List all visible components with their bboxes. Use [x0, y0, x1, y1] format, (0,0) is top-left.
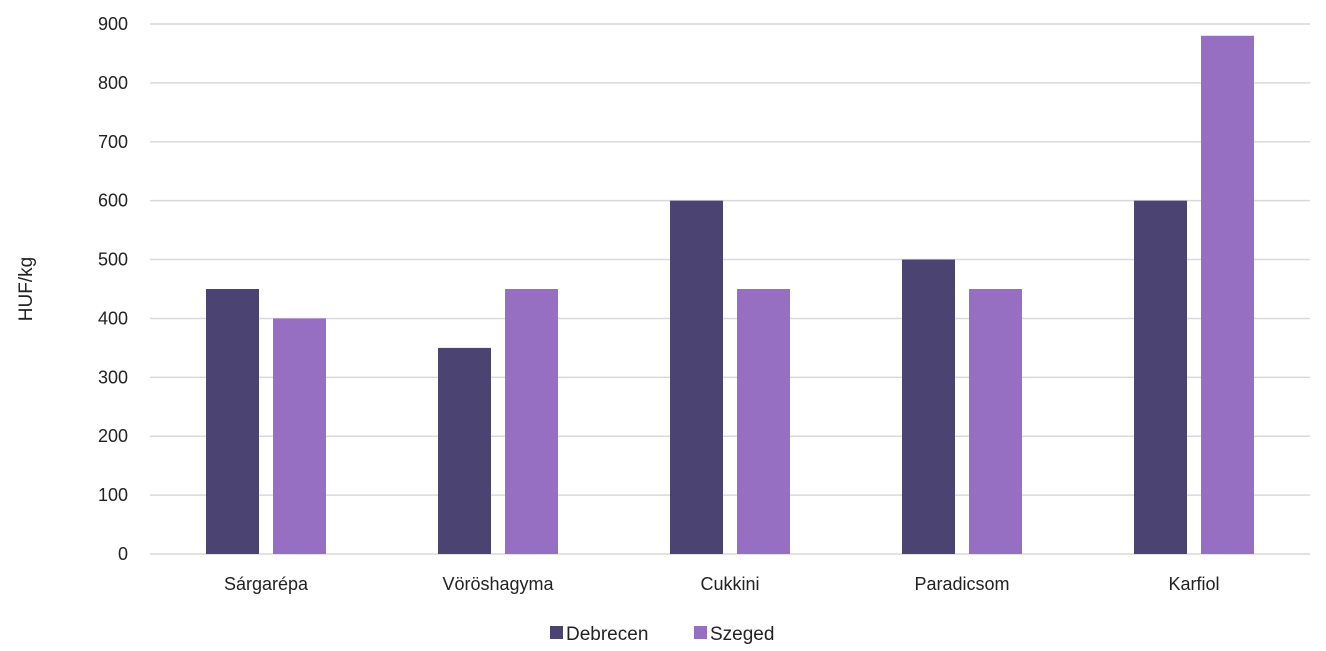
x-axis-ticks: Sárgarépa Vöröshagyma Cukkini Paradicsom Kar…: [224, 574, 1220, 594]
y-tick-label: 800: [98, 73, 128, 93]
legend: Debrecen Szeged: [550, 624, 774, 645]
legend-swatch-szeged: [694, 626, 707, 639]
bar-szeged-3: [969, 289, 1022, 554]
y-tick-label: 100: [98, 485, 128, 505]
bar-debrecen-3: [902, 259, 955, 554]
bar-szeged-4: [1201, 35, 1254, 555]
y-tick-label: 0: [118, 544, 128, 564]
gridlines: [150, 23, 1310, 555]
bars: [206, 35, 1254, 555]
legend-label-debrecen: Debrecen: [566, 624, 648, 645]
bar-debrecen-0: [206, 289, 259, 554]
x-tick-label: Vöröshagyma: [442, 574, 554, 594]
y-axis-title: HUF/kg: [16, 257, 37, 321]
bar-szeged-0: [273, 318, 326, 554]
legend-swatch-debrecen: [550, 626, 563, 639]
bar-debrecen-1: [438, 347, 491, 554]
y-tick-label: 700: [98, 132, 128, 152]
legend-label-szeged: Szeged: [710, 624, 774, 645]
bar-debrecen-4: [1134, 200, 1187, 554]
bar-szeged-1: [505, 289, 558, 554]
x-tick-label: Karfiol: [1168, 574, 1219, 594]
y-tick-label: 900: [98, 14, 128, 34]
bar-szeged-2: [737, 289, 790, 554]
x-tick-label: Sárgarépa: [224, 574, 309, 594]
x-tick-label: Cukkini: [700, 574, 759, 594]
x-tick-label: Paradicsom: [914, 574, 1009, 594]
y-axis-ticks: 0 100 200 300 400 500 600 700 800 900: [98, 14, 128, 564]
y-tick-label: 300: [98, 367, 128, 387]
y-tick-label: 200: [98, 426, 128, 446]
bar-debrecen-2: [670, 200, 723, 554]
y-tick-label: 600: [98, 191, 128, 211]
y-tick-label: 500: [98, 250, 128, 270]
y-tick-label: 400: [98, 308, 128, 328]
